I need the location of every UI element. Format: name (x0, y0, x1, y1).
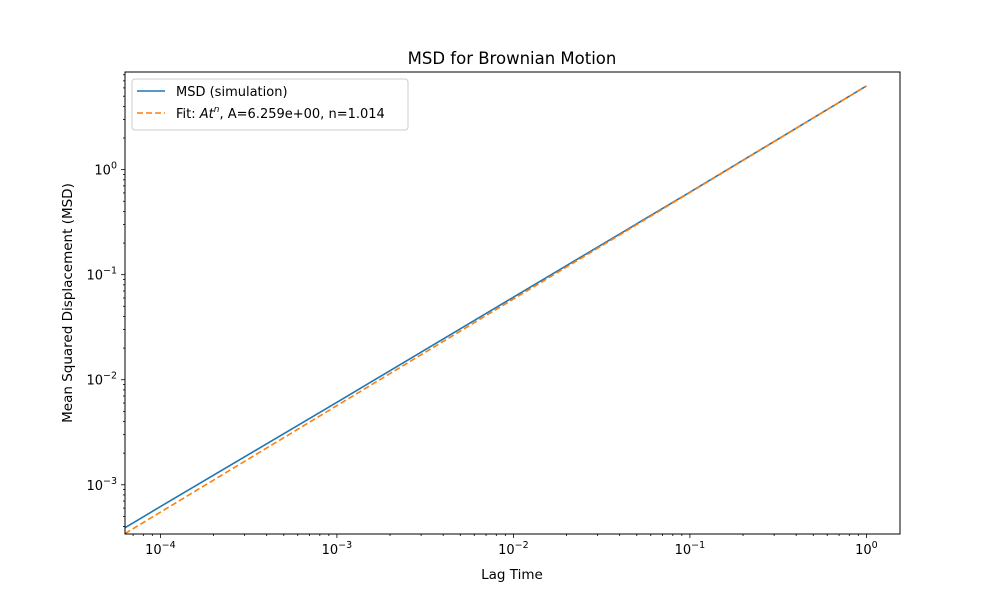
x-tick-label: 10−3 (322, 540, 353, 558)
y-axis-ticks: 10−3 10−2 10−1 100 (86, 74, 125, 527)
series-layer (125, 85, 867, 534)
x-tick-label: 100 (855, 540, 878, 558)
series-line-fit (125, 85, 867, 534)
legend: MSD (simulation) Fit: Atn, A=6.259e+00, … (131, 78, 409, 131)
x-axis-label: Lag Time (481, 567, 543, 583)
y-tick-label: 100 (94, 161, 117, 179)
y-tick-label: 10−3 (86, 476, 117, 494)
x-tick-label: 10−2 (498, 540, 529, 558)
x-tick-label: 10−4 (145, 540, 176, 558)
legend-box (131, 78, 409, 131)
legend-label-fit: Fit: Atn, A=6.259e+00, n=1.014 (176, 105, 385, 122)
x-axis-ticks: 10−4 10−3 10−2 10−1 100 (132, 534, 878, 558)
y-axis-label: Mean Squared Displacement (MSD) (60, 183, 76, 423)
chart-title: MSD for Brownian Motion (408, 49, 617, 68)
x-tick-label: 10−1 (675, 540, 706, 558)
legend-label-simulation: MSD (simulation) (176, 85, 288, 100)
plot-area (124, 71, 901, 535)
axes-frame (124, 71, 901, 535)
series-line-simulation (125, 85, 867, 529)
y-tick-label: 10−1 (86, 266, 117, 284)
y-tick-label: 10−2 (86, 371, 117, 389)
